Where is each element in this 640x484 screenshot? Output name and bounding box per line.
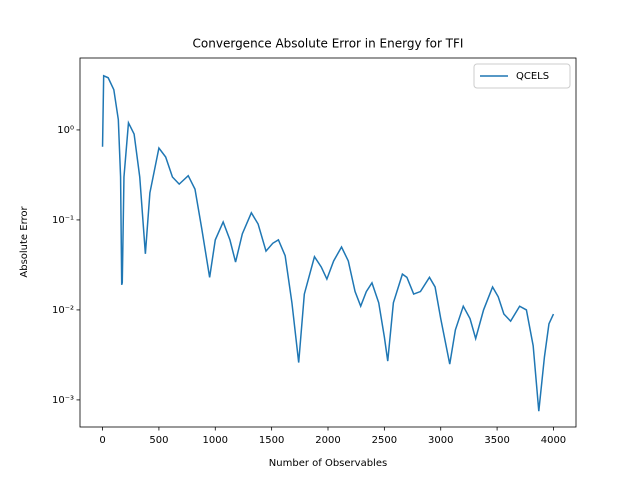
legend-label: QCELS [516, 71, 549, 82]
y-tick-label: 10⁻¹ [52, 215, 74, 226]
x-tick-label: 1000 [203, 435, 228, 446]
x-tick-label: 3000 [428, 435, 453, 446]
x-tick-label: 1500 [259, 435, 284, 446]
x-tick-label: 2500 [372, 435, 397, 446]
x-tick-label: 3500 [484, 435, 509, 446]
plot-frame [79, 57, 577, 428]
y-tick-label: 10⁻³ [52, 395, 74, 406]
y-axis-label: Absolute Error [19, 205, 30, 277]
line [101, 74, 555, 412]
legend-box [473, 63, 571, 89]
y-tick-label: 10⁻² [52, 305, 74, 316]
x-tick-label: 4000 [541, 435, 566, 446]
x-tick-label: 2000 [315, 435, 340, 446]
x-tick-label: 0 [99, 435, 105, 446]
x-tick-label: 500 [149, 435, 168, 446]
y-tick-label: 10⁰ [57, 125, 74, 136]
x-axis-label: Number of Observables [269, 458, 387, 469]
chart-title: Convergence Absolute Error in Energy for… [193, 37, 464, 51]
